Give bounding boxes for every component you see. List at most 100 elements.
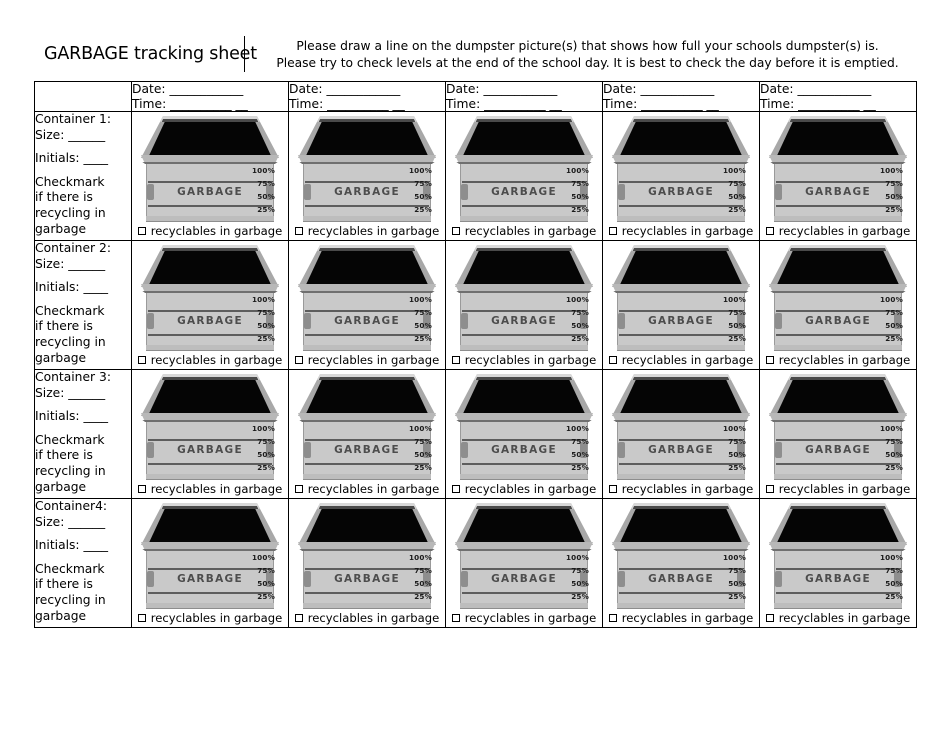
dumpster-illustration[interactable]: GARBAGE 100% 75% 50% 25%: [455, 374, 593, 482]
date-time-header-cell[interactable]: Date: ____________ Time: __________ __: [131, 81, 289, 112]
dumpster-illustration[interactable]: GARBAGE 100% 75% 50% 25%: [298, 374, 436, 482]
recyclables-checkbox[interactable]: [137, 227, 146, 235]
dumpster-illustration[interactable]: GARBAGE 100% 75% 50% 25%: [141, 245, 279, 353]
dumpster-illustration[interactable]: GARBAGE 100% 75% 50% 25%: [141, 116, 279, 224]
dumpster-illustration[interactable]: GARBAGE 100% 75% 50% 25%: [769, 503, 907, 611]
recyclables-check-row[interactable]: recyclables in garbage: [289, 482, 445, 496]
recyclables-checkbox[interactable]: [451, 614, 460, 622]
recyclables-checkbox[interactable]: [608, 485, 617, 493]
recyclables-checkbox[interactable]: [137, 356, 146, 364]
recyclables-checkbox[interactable]: [137, 485, 146, 493]
container-initials-field[interactable]: Initials: ____: [35, 151, 109, 166]
recyclables-check-row[interactable]: recyclables in garbage: [132, 611, 288, 625]
dumpster-illustration[interactable]: GARBAGE 100% 75% 50% 25%: [455, 116, 593, 224]
recyclables-checkbox[interactable]: [451, 356, 460, 364]
time-field-label[interactable]: Time: __________ __: [760, 96, 876, 111]
dumpster-illustration[interactable]: GARBAGE 100% 75% 50% 25%: [455, 503, 593, 611]
date-time-header-cell[interactable]: Date: ____________ Time: __________ __: [288, 81, 446, 112]
container-size-field[interactable]: Size: ______: [35, 256, 106, 271]
recyclables-check-row[interactable]: recyclables in garbage: [760, 482, 916, 496]
recyclables-checkbox[interactable]: [451, 485, 460, 493]
dumpster-illustration[interactable]: GARBAGE 100% 75% 50% 25%: [298, 116, 436, 224]
dumpster-entry-cell[interactable]: GARBAGE 100% 75% 50% 25% recyclables in …: [602, 369, 760, 499]
recyclables-check-row[interactable]: recyclables in garbage: [446, 482, 602, 496]
recyclables-check-row[interactable]: recyclables in garbage: [760, 224, 916, 238]
dumpster-entry-cell[interactable]: GARBAGE 100% 75% 50% 25% recyclables in …: [602, 498, 760, 628]
dumpster-entry-cell[interactable]: GARBAGE 100% 75% 50% 25% recyclables in …: [288, 369, 446, 499]
recyclables-checkbox[interactable]: [608, 227, 617, 235]
container-size-field[interactable]: Size: ______: [35, 514, 106, 529]
dumpster-entry-cell[interactable]: GARBAGE 100% 75% 50% 25% recyclables in …: [759, 240, 917, 370]
recyclables-checkbox[interactable]: [294, 614, 303, 622]
time-field-label[interactable]: Time: __________ __: [603, 96, 719, 111]
dumpster-entry-cell[interactable]: GARBAGE 100% 75% 50% 25% recyclables in …: [759, 498, 917, 628]
dumpster-entry-cell[interactable]: GARBAGE 100% 75% 50% 25% recyclables in …: [445, 111, 603, 241]
dumpster-illustration[interactable]: GARBAGE 100% 75% 50% 25%: [769, 245, 907, 353]
recyclables-check-row[interactable]: recyclables in garbage: [132, 224, 288, 238]
recyclables-checkbox[interactable]: [294, 485, 303, 493]
dumpster-entry-cell[interactable]: GARBAGE 100% 75% 50% 25% recyclables in …: [131, 369, 289, 499]
dumpster-illustration[interactable]: GARBAGE 100% 75% 50% 25%: [769, 374, 907, 482]
time-field-label[interactable]: Time: __________ __: [446, 96, 562, 111]
dumpster-illustration[interactable]: GARBAGE 100% 75% 50% 25%: [769, 116, 907, 224]
dumpster-illustration[interactable]: GARBAGE 100% 75% 50% 25%: [141, 374, 279, 482]
recyclables-check-row[interactable]: recyclables in garbage: [760, 353, 916, 367]
recyclables-check-row[interactable]: recyclables in garbage: [603, 224, 759, 238]
date-field-label[interactable]: Date: ____________: [132, 82, 244, 96]
container-initials-field[interactable]: Initials: ____: [35, 280, 109, 295]
recyclables-check-row[interactable]: recyclables in garbage: [289, 224, 445, 238]
container-initials-field[interactable]: Initials: ____: [35, 538, 109, 553]
date-field-label[interactable]: Date: ____________: [603, 82, 715, 96]
recyclables-checkbox[interactable]: [608, 614, 617, 622]
date-field-label[interactable]: Date: ____________: [446, 82, 558, 96]
recyclables-check-row[interactable]: recyclables in garbage: [760, 611, 916, 625]
recyclables-check-row[interactable]: recyclables in garbage: [603, 353, 759, 367]
dumpster-entry-cell[interactable]: GARBAGE 100% 75% 50% 25% recyclables in …: [288, 498, 446, 628]
time-field-label[interactable]: Time: __________ __: [132, 96, 248, 111]
date-field-label[interactable]: Date: ____________: [289, 82, 401, 96]
dumpster-illustration[interactable]: GARBAGE 100% 75% 50% 25%: [298, 245, 436, 353]
recyclables-check-row[interactable]: recyclables in garbage: [446, 353, 602, 367]
recyclables-checkbox[interactable]: [765, 227, 774, 235]
dumpster-illustration[interactable]: GARBAGE 100% 75% 50% 25%: [455, 245, 593, 353]
dumpster-entry-cell[interactable]: GARBAGE 100% 75% 50% 25% recyclables in …: [288, 111, 446, 241]
container-initials-field[interactable]: Initials: ____: [35, 409, 109, 424]
dumpster-illustration[interactable]: GARBAGE 100% 75% 50% 25%: [298, 503, 436, 611]
recyclables-checkbox[interactable]: [137, 614, 146, 622]
recyclables-check-row[interactable]: recyclables in garbage: [289, 353, 445, 367]
dumpster-entry-cell[interactable]: GARBAGE 100% 75% 50% 25% recyclables in …: [759, 369, 917, 499]
recyclables-checkbox[interactable]: [765, 356, 774, 364]
dumpster-illustration[interactable]: GARBAGE 100% 75% 50% 25%: [612, 374, 750, 482]
date-field-label[interactable]: Date: ____________: [760, 82, 872, 96]
dumpster-entry-cell[interactable]: GARBAGE 100% 75% 50% 25% recyclables in …: [759, 111, 917, 241]
dumpster-illustration[interactable]: GARBAGE 100% 75% 50% 25%: [141, 503, 279, 611]
recyclables-check-row[interactable]: recyclables in garbage: [603, 482, 759, 496]
dumpster-entry-cell[interactable]: GARBAGE 100% 75% 50% 25% recyclables in …: [131, 498, 289, 628]
recyclables-check-row[interactable]: recyclables in garbage: [132, 482, 288, 496]
dumpster-illustration[interactable]: GARBAGE 100% 75% 50% 25%: [612, 245, 750, 353]
dumpster-entry-cell[interactable]: GARBAGE 100% 75% 50% 25% recyclables in …: [602, 240, 760, 370]
dumpster-entry-cell[interactable]: GARBAGE 100% 75% 50% 25% recyclables in …: [602, 111, 760, 241]
dumpster-entry-cell[interactable]: GARBAGE 100% 75% 50% 25% recyclables in …: [445, 498, 603, 628]
recyclables-checkbox[interactable]: [294, 356, 303, 364]
container-size-field[interactable]: Size: ______: [35, 127, 106, 142]
recyclables-checkbox[interactable]: [294, 227, 303, 235]
recyclables-check-row[interactable]: recyclables in garbage: [289, 611, 445, 625]
recyclables-checkbox[interactable]: [765, 614, 774, 622]
date-time-header-cell[interactable]: Date: ____________ Time: __________ __: [602, 81, 760, 112]
recyclables-checkbox[interactable]: [451, 227, 460, 235]
dumpster-entry-cell[interactable]: GARBAGE 100% 75% 50% 25% recyclables in …: [288, 240, 446, 370]
time-field-label[interactable]: Time: __________ __: [289, 96, 405, 111]
date-time-header-cell[interactable]: Date: ____________ Time: __________ __: [759, 81, 917, 112]
dumpster-entry-cell[interactable]: GARBAGE 100% 75% 50% 25% recyclables in …: [445, 240, 603, 370]
dumpster-entry-cell[interactable]: GARBAGE 100% 75% 50% 25% recyclables in …: [445, 369, 603, 499]
container-size-field[interactable]: Size: ______: [35, 385, 106, 400]
dumpster-entry-cell[interactable]: GARBAGE 100% 75% 50% 25% recyclables in …: [131, 240, 289, 370]
recyclables-check-row[interactable]: recyclables in garbage: [132, 353, 288, 367]
date-time-header-cell[interactable]: Date: ____________ Time: __________ __: [445, 81, 603, 112]
dumpster-illustration[interactable]: GARBAGE 100% 75% 50% 25%: [612, 503, 750, 611]
recyclables-checkbox[interactable]: [765, 485, 774, 493]
dumpster-illustration[interactable]: GARBAGE 100% 75% 50% 25%: [612, 116, 750, 224]
recyclables-checkbox[interactable]: [608, 356, 617, 364]
recyclables-check-row[interactable]: recyclables in garbage: [603, 611, 759, 625]
